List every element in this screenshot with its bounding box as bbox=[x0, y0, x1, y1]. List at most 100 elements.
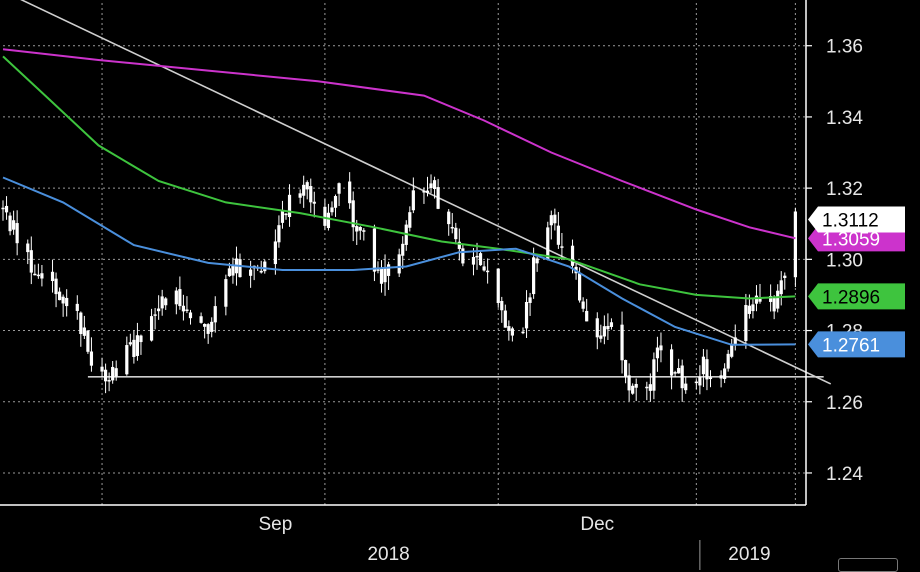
candle-body-11 bbox=[54, 278, 58, 295]
y-tick-label-5: 1.34 bbox=[826, 108, 863, 129]
candle-body-109 bbox=[535, 258, 539, 264]
moving-average-line-2 bbox=[2, 176, 796, 346]
candle-body-127 bbox=[627, 375, 631, 391]
candle-body-120 bbox=[595, 318, 599, 338]
candle-body-89 bbox=[436, 187, 440, 209]
y-tick-label-3: 1.30 bbox=[826, 250, 863, 271]
y-tick-label-1: 1.26 bbox=[826, 393, 863, 414]
candle-body-146 bbox=[723, 368, 727, 379]
candle-body-47 bbox=[231, 265, 235, 276]
candle-body-43 bbox=[210, 321, 214, 332]
candle-body-67 bbox=[330, 207, 334, 213]
candle-body-95 bbox=[471, 256, 476, 265]
value-tag-label-3: 1.3112 bbox=[822, 210, 879, 231]
candle-body-27 bbox=[132, 339, 136, 357]
candle-body-45 bbox=[224, 279, 228, 307]
candle-body-131 bbox=[648, 384, 652, 391]
candle-body-156 bbox=[772, 296, 776, 312]
candle-body-126 bbox=[623, 359, 628, 377]
candle-body-62 bbox=[305, 182, 309, 190]
candle-body-108 bbox=[532, 257, 536, 295]
candle-body-69 bbox=[337, 183, 341, 194]
candle-body-83 bbox=[408, 212, 412, 228]
candle-body-147 bbox=[726, 353, 730, 369]
candle-body-49 bbox=[238, 259, 242, 278]
candle-body-117 bbox=[578, 273, 582, 301]
candle-body-150 bbox=[744, 305, 748, 341]
candle-body-106 bbox=[524, 301, 529, 329]
candle-body-72 bbox=[355, 226, 359, 232]
candle-body-0 bbox=[1, 207, 5, 210]
candle-body-55 bbox=[273, 241, 277, 265]
grid bbox=[3, 3, 806, 505]
candle-body-141 bbox=[698, 376, 702, 386]
candle-body-154 bbox=[758, 298, 762, 302]
candle-body-151 bbox=[747, 305, 752, 314]
candle-body-66 bbox=[326, 212, 331, 229]
candle-body-28 bbox=[135, 335, 140, 356]
candle-body-114 bbox=[560, 246, 564, 248]
candle-body-79 bbox=[386, 264, 391, 276]
candle-body-54 bbox=[263, 261, 267, 272]
candle-body-76 bbox=[376, 269, 380, 271]
value-tag-label-2: 1.3059 bbox=[822, 229, 880, 250]
candle-body-129 bbox=[634, 383, 638, 388]
y-tick-label-6: 1.36 bbox=[826, 37, 863, 58]
candle-body-56 bbox=[277, 225, 281, 243]
candle-body-24 bbox=[114, 368, 118, 377]
candle-body-26 bbox=[128, 342, 132, 345]
candle-body-97 bbox=[478, 253, 483, 266]
x-axis-labels: Sep Dec 2018 2019 bbox=[258, 514, 770, 565]
value-tag-box-0 bbox=[808, 331, 905, 358]
moving-average-line-0 bbox=[2, 48, 796, 240]
candle-body-138 bbox=[680, 365, 684, 389]
candle-body-115 bbox=[570, 245, 575, 266]
candle-body-22 bbox=[107, 380, 111, 382]
candle-body-64 bbox=[312, 201, 316, 204]
candle-body-31 bbox=[153, 314, 157, 316]
candle-body-70 bbox=[348, 181, 352, 204]
candle-body-85 bbox=[422, 191, 426, 193]
candle-body-36 bbox=[178, 289, 182, 307]
moving-average-line-1 bbox=[2, 55, 796, 300]
candle-body-17 bbox=[82, 327, 86, 336]
candle-body-84 bbox=[411, 190, 415, 211]
candle-body-160 bbox=[793, 211, 797, 278]
candle-body-5 bbox=[26, 243, 30, 253]
candle-body-37 bbox=[181, 305, 186, 312]
candle-body-91 bbox=[450, 226, 454, 229]
candle-body-33 bbox=[160, 296, 164, 309]
candle-body-158 bbox=[779, 280, 783, 295]
candle-body-137 bbox=[677, 368, 681, 374]
candle-body-9 bbox=[40, 273, 44, 279]
value-tag-box-1 bbox=[808, 283, 905, 310]
candle-body-100 bbox=[496, 268, 500, 303]
x-month-label-1: Dec bbox=[580, 514, 614, 535]
x-month-label-0: Sep bbox=[258, 514, 292, 535]
candle-body-132 bbox=[652, 359, 656, 391]
candle-body-42 bbox=[206, 324, 210, 334]
candle-body-71 bbox=[351, 200, 355, 228]
candle-body-104 bbox=[510, 328, 514, 336]
y-tick-label-4: 1.32 bbox=[826, 179, 863, 200]
value-tag-box-3 bbox=[808, 206, 905, 233]
reference-lines bbox=[20, 0, 832, 385]
candle-body-81 bbox=[401, 243, 405, 256]
candle-body-130 bbox=[645, 386, 649, 389]
candle-body-77 bbox=[379, 268, 384, 284]
value-tag-1: 1.2896 bbox=[808, 283, 905, 310]
candle-body-15 bbox=[75, 303, 79, 311]
value-tag-0: 1.2761 bbox=[808, 331, 905, 358]
y-tick-label-0: 1.24 bbox=[826, 464, 863, 485]
candle-body-20 bbox=[100, 366, 104, 372]
candle-body-50 bbox=[249, 269, 253, 276]
candle-body-29 bbox=[139, 335, 143, 343]
candle-body-2 bbox=[8, 215, 12, 232]
candle-body-6 bbox=[29, 250, 33, 273]
candle-body-18 bbox=[86, 330, 90, 352]
candle-body-19 bbox=[89, 351, 94, 366]
candle-body-145 bbox=[719, 375, 723, 379]
candle-body-73 bbox=[358, 226, 362, 231]
candle-body-140 bbox=[694, 381, 698, 384]
